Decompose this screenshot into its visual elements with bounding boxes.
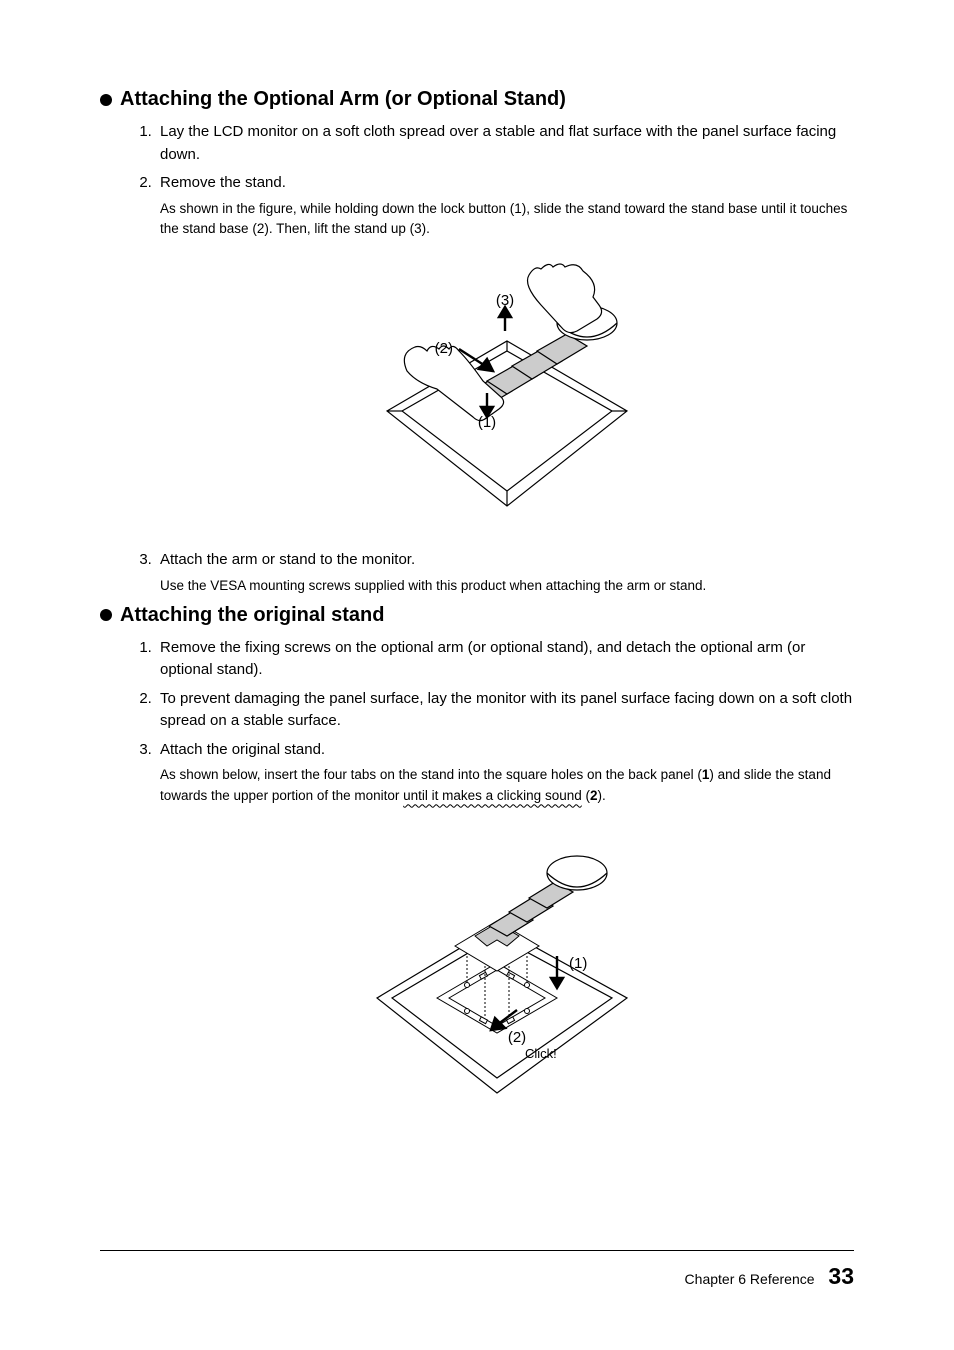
footer-chapter: Chapter 6 Reference: [685, 1271, 815, 1287]
figure1-label-1: (1): [478, 414, 496, 431]
section2-heading: Attaching the original stand: [100, 604, 854, 627]
section1-step3-text: Attach the arm or stand to the monitor.: [160, 551, 415, 568]
section2-step1-text: Remove the fixing screws on the optional…: [160, 639, 805, 679]
section2-step3: Attach the original stand. As shown belo…: [156, 739, 854, 1118]
section1-heading: Attaching the Optional Arm (or Optional …: [100, 88, 854, 111]
section1-step1: Lay the LCD monitor on a soft cloth spre…: [156, 121, 854, 166]
figure2: (1) (2) Click!: [160, 818, 854, 1118]
bullet-icon: [100, 94, 112, 106]
section1-step3-subtext: Use the VESA mounting screws supplied wi…: [160, 576, 854, 596]
section2-step2-text: To prevent damaging the panel surface, l…: [160, 690, 852, 730]
section1-step1-text: Lay the LCD monitor on a soft cloth spre…: [160, 123, 836, 163]
page-footer: Chapter 6 Reference 33: [100, 1250, 854, 1290]
section2-heading-text: Attaching the original stand: [120, 604, 384, 627]
section2-step1: Remove the fixing screws on the optional…: [156, 637, 854, 682]
footer-page-number: 33: [828, 1263, 854, 1289]
section2-steps: Remove the fixing screws on the optional…: [100, 637, 854, 1118]
section1-step2-subtext: As shown in the figure, while holding do…: [160, 199, 854, 240]
bullet-icon: [100, 609, 112, 621]
section2-step2: To prevent damaging the panel surface, l…: [156, 688, 854, 733]
section2-step3-subtext: As shown below, insert the four tabs on …: [160, 765, 854, 806]
figure1-label-2: (2): [435, 340, 453, 357]
section1-step2-text: Remove the stand.: [160, 174, 286, 191]
section1-step3: Attach the arm or stand to the monitor. …: [156, 549, 854, 596]
section1-step2: Remove the stand. As shown in the figure…: [156, 172, 854, 531]
figure2-label-1: (1): [569, 955, 587, 972]
figure2-label-2: (2): [508, 1029, 526, 1046]
section2-step3-text: Attach the original stand.: [160, 741, 325, 758]
figure1: (1) (2) (3): [160, 251, 854, 531]
section1-steps: Lay the LCD monitor on a soft cloth spre…: [100, 121, 854, 596]
figure2-click-label: Click!: [525, 1046, 557, 1061]
section1-heading-text: Attaching the Optional Arm (or Optional …: [120, 88, 566, 111]
figure1-label-3: (3): [496, 292, 514, 309]
